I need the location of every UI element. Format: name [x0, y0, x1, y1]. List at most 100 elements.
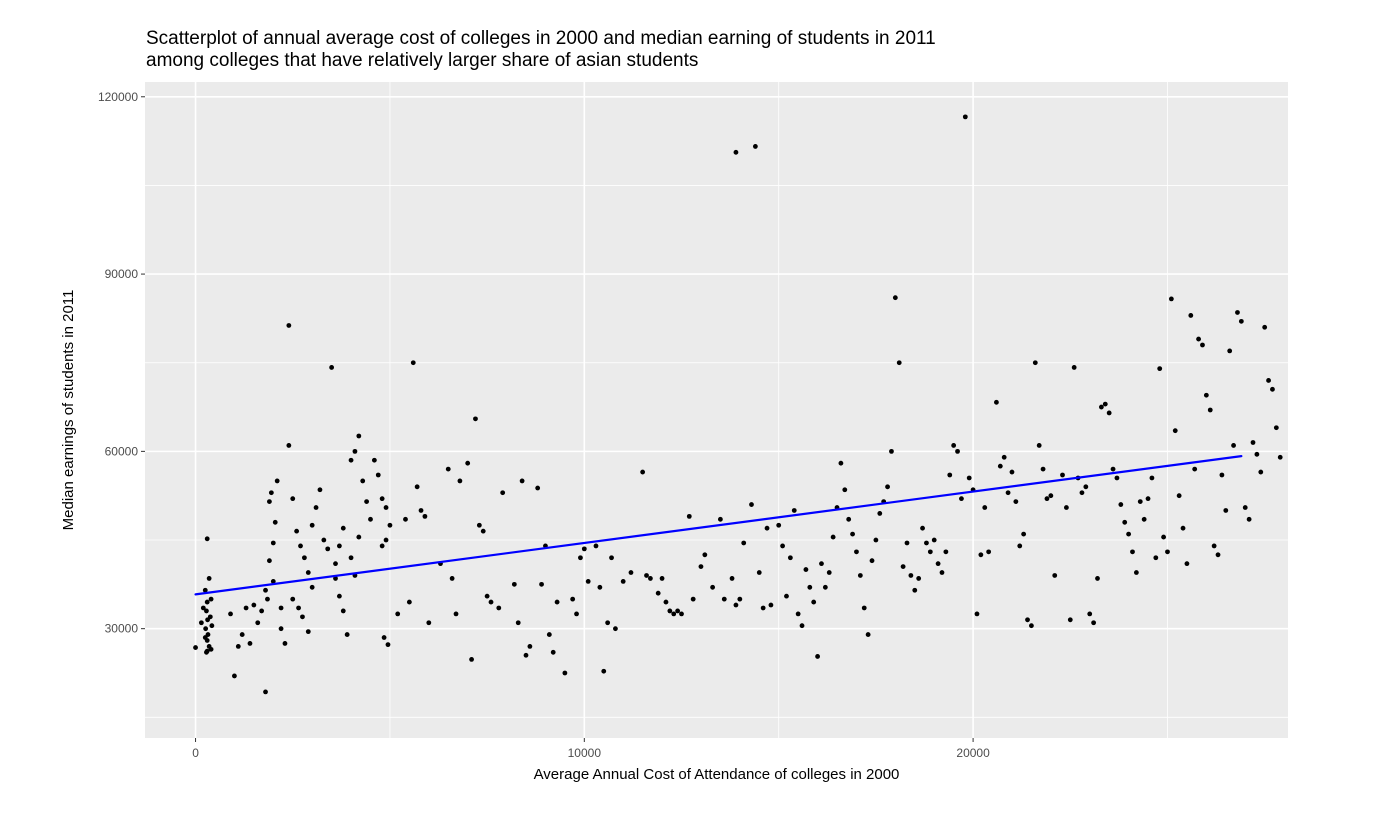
- data-point: [550, 649, 556, 655]
- chart-title-block: Scatterplot of annual average cost of co…: [146, 28, 936, 72]
- data-point: [1017, 543, 1023, 549]
- data-point: [336, 543, 342, 549]
- data-point: [974, 611, 980, 617]
- data-point: [597, 584, 603, 590]
- data-point: [202, 635, 208, 640]
- data-point: [204, 648, 210, 654]
- data-point: [1153, 555, 1159, 561]
- data-point: [951, 443, 957, 448]
- data-point: [912, 587, 918, 593]
- grid-major: [145, 82, 1288, 738]
- data-point: [379, 543, 385, 549]
- data-point: [640, 469, 646, 475]
- data-point: [1032, 360, 1038, 366]
- data-point: [1126, 531, 1132, 537]
- data-point: [1262, 324, 1268, 330]
- data-point: [1095, 576, 1100, 581]
- data-point: [1200, 342, 1205, 348]
- data-point: [760, 605, 766, 611]
- data-point: [959, 496, 964, 502]
- data-point: [749, 502, 754, 507]
- data-point: [900, 564, 906, 570]
- data-point: [267, 558, 272, 564]
- data-point: [644, 573, 649, 578]
- data-point: [511, 581, 517, 587]
- data-point: [539, 581, 544, 587]
- data-point: [663, 599, 669, 605]
- data-point: [1036, 443, 1042, 448]
- data-point: [764, 525, 770, 531]
- data-point: [671, 611, 677, 617]
- data-point: [1079, 490, 1085, 496]
- data-point: [519, 478, 525, 484]
- data-point: [1102, 401, 1108, 407]
- data-point: [795, 611, 801, 617]
- data-point: [994, 399, 999, 405]
- data-point: [535, 485, 541, 491]
- data-point: [278, 626, 284, 632]
- data-point: [251, 602, 257, 608]
- data-point: [395, 611, 401, 617]
- data-point: [1005, 490, 1011, 496]
- data-point: [1246, 516, 1252, 522]
- data-point: [733, 149, 739, 155]
- data-point: [1180, 525, 1186, 531]
- data-point: [360, 478, 366, 484]
- data-point: [892, 295, 898, 301]
- data-point: [570, 596, 576, 602]
- data-point: [585, 578, 591, 584]
- data-point: [228, 611, 233, 617]
- data-point: [842, 487, 848, 493]
- data-point: [305, 570, 311, 575]
- data-point: [1145, 496, 1151, 502]
- data-point: [601, 668, 607, 674]
- data-point: [286, 323, 292, 328]
- data-point: [1083, 484, 1089, 490]
- data-point: [733, 602, 739, 608]
- data-point: [243, 605, 249, 611]
- data-point: [259, 608, 265, 614]
- data-point: [200, 605, 206, 611]
- data-point: [1258, 469, 1264, 475]
- data-point: [290, 496, 296, 502]
- data-point: [1266, 378, 1271, 383]
- data-point: [1188, 313, 1194, 318]
- data-point: [574, 611, 579, 617]
- x-tick-label: 20000: [956, 746, 990, 760]
- data-point: [445, 466, 451, 472]
- data-point: [1087, 611, 1093, 617]
- data-point: [1184, 561, 1190, 567]
- data-point: [496, 605, 502, 611]
- data-point: [1227, 348, 1233, 354]
- data-point: [340, 608, 346, 614]
- data-point: [1013, 499, 1019, 505]
- data-point: [702, 552, 708, 558]
- data-point: [1254, 451, 1260, 457]
- data-point: [1277, 454, 1283, 460]
- data-point: [480, 528, 486, 534]
- data-point: [826, 570, 832, 575]
- data-point: [305, 629, 311, 635]
- data-point: [830, 534, 836, 540]
- data-point: [861, 605, 867, 611]
- data-point: [885, 484, 890, 490]
- data-point: [406, 599, 412, 605]
- data-point: [383, 505, 389, 510]
- data-point: [1021, 531, 1027, 537]
- data-point: [807, 584, 813, 590]
- data-point: [908, 573, 914, 578]
- data-point: [737, 596, 743, 602]
- data-point: [385, 642, 391, 648]
- data-point: [717, 516, 723, 522]
- data-point: [207, 614, 213, 620]
- data-point: [916, 576, 922, 581]
- data-point: [581, 546, 587, 552]
- data-point: [371, 457, 377, 463]
- data-point: [605, 620, 611, 626]
- y-tick-label: 30000: [105, 622, 139, 636]
- data-point: [865, 632, 871, 637]
- data-point: [1071, 365, 1077, 370]
- data-point: [675, 608, 681, 614]
- data-point: [364, 499, 370, 505]
- data-point: [247, 641, 253, 646]
